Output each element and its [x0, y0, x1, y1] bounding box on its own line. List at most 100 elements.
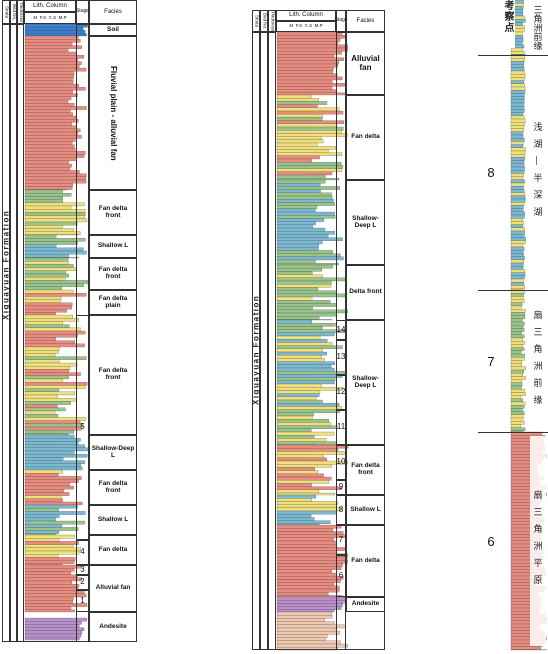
- header-grain-sizes: M F.S C.S M.P: [276, 21, 336, 32]
- lith-bed: [510, 144, 524, 148]
- lith-bed: [510, 186, 524, 190]
- stage-label: 7: [487, 353, 495, 369]
- facies-label: Fan delta front: [89, 470, 137, 505]
- lith-bed: [510, 170, 525, 174]
- lith-bed: [510, 347, 525, 351]
- lith-bed: [510, 134, 524, 139]
- stage-label: 10: [336, 445, 346, 480]
- section-divider: [478, 290, 548, 291]
- facies-label: Fan delta front: [89, 315, 137, 435]
- lith-bed: [510, 118, 526, 123]
- lith-bed: [510, 234, 525, 238]
- lith-bed: [510, 315, 526, 319]
- column-divider: [268, 32, 276, 650]
- lith-bed: [510, 341, 526, 345]
- lith-bed: [510, 328, 525, 332]
- header-stage: Stage: [76, 0, 89, 24]
- header-strata: Strata: [2, 0, 10, 24]
- lith-bed: [510, 392, 526, 396]
- stage-label: 11: [336, 410, 346, 445]
- lith-bed: [510, 309, 526, 313]
- lith-bed: [510, 90, 526, 94]
- facies-label: Shallow L: [89, 505, 137, 535]
- lith-bed: [510, 173, 524, 177]
- lith-bed: [510, 331, 522, 335]
- facies-label: 三角洲前缘: [530, 4, 546, 51]
- lith-bed: [510, 70, 525, 75]
- lith-bed: [510, 421, 525, 425]
- facies-label: 扇三角洲平原: [530, 436, 546, 646]
- stage-label: 9: [336, 480, 346, 495]
- lith-bed: [510, 163, 525, 168]
- facies-label: 浅湖—半深湖: [530, 59, 546, 286]
- lith-bed: [510, 337, 523, 342]
- lith-bed: [510, 77, 525, 81]
- lith-bed: [510, 373, 523, 377]
- header-bed-no: Bed No.: [260, 10, 268, 32]
- lith-bed: [510, 312, 525, 316]
- header-lith-column: Lith. Column: [24, 0, 76, 12]
- lith-bed: [510, 214, 525, 219]
- stage-label: 5: [76, 315, 89, 540]
- lith-bed: [510, 408, 523, 412]
- facies-label: Fan delta front: [89, 190, 137, 235]
- lith-bed: [510, 243, 524, 248]
- lith-bed: [510, 96, 525, 100]
- lith-bed: [510, 102, 525, 107]
- lith-bed: [510, 208, 524, 212]
- lith-bed: [510, 646, 541, 650]
- lith-bed: [510, 122, 526, 126]
- lith-bed: [510, 376, 526, 380]
- lith-bed: [510, 112, 524, 116]
- lith-bed: [510, 64, 524, 68]
- header-facies: Facies: [346, 10, 385, 32]
- lith-bed: [24, 637, 80, 641]
- lith-bed: [510, 93, 525, 97]
- lith-bed: [510, 176, 524, 180]
- column-divider: [10, 24, 17, 642]
- facies-label: Andesite: [89, 612, 137, 642]
- lith-bed: [510, 272, 526, 276]
- lith-bed: [510, 51, 525, 55]
- header-grain-sizes: M F.S C.S M.P: [24, 12, 76, 24]
- lith-bed: [510, 401, 526, 406]
- lith-bed: [510, 382, 523, 387]
- lith-bed: [510, 246, 525, 251]
- lith-bed: [510, 302, 523, 307]
- lith-bed: [510, 221, 524, 225]
- column-divider: [260, 32, 268, 650]
- lith-bed: [510, 379, 523, 383]
- lith-bed: [510, 385, 522, 390]
- lith-bed: [510, 269, 526, 273]
- lith-bed: [510, 115, 525, 120]
- lith-bed: [510, 350, 522, 355]
- lith-bed: [510, 414, 524, 419]
- facies-label: Fan delta plain: [89, 290, 137, 315]
- header-strata: Strata: [252, 10, 260, 32]
- stage-label: 14: [336, 320, 346, 340]
- lith-bed: [510, 398, 523, 403]
- lith-bed: [510, 67, 525, 72]
- facies-label: Alluvial fan: [89, 565, 137, 612]
- lith-bed: [510, 195, 526, 200]
- lith-bed: [276, 647, 339, 651]
- lith-bed: [510, 424, 521, 428]
- lith-bed: [510, 189, 525, 193]
- lith-bed: [510, 211, 525, 216]
- lith-bed: [510, 125, 525, 129]
- section-divider: [478, 432, 548, 433]
- lith-bed: [510, 157, 525, 161]
- column-divider: [2, 24, 10, 642]
- facies-label: Fan delta front: [89, 258, 137, 290]
- facies-label: Shallow L: [346, 495, 385, 525]
- lith-bed: [510, 86, 526, 91]
- lith-bed: [510, 128, 525, 132]
- lith-bed: [510, 182, 524, 187]
- formation-label: Xiguayuan Formation: [1, 209, 11, 321]
- lith-bed: [24, 609, 75, 613]
- facies-label: Fan delta front: [346, 445, 385, 495]
- stage-label: 8: [487, 165, 495, 180]
- stage-label: 8: [336, 495, 346, 525]
- header-thickness: Thickness: [268, 10, 276, 32]
